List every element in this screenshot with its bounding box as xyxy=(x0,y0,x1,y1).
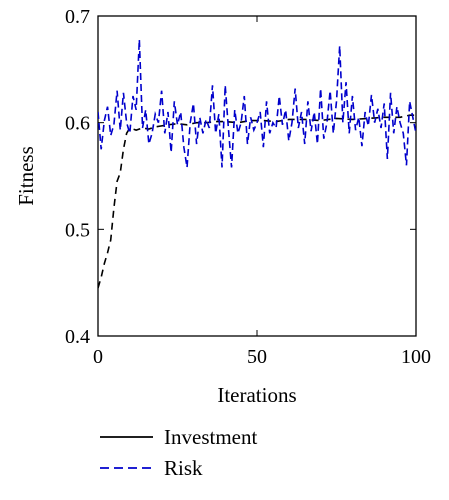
y-tick-label: 0.4 xyxy=(65,326,90,348)
legend-label-investment: Investment xyxy=(164,425,257,449)
x-tick-label: 100 xyxy=(401,346,431,368)
y-axis-label: Fitness xyxy=(14,146,38,206)
y-tick-label: 0.6 xyxy=(65,113,90,135)
x-axis-label: Iterations xyxy=(217,383,296,407)
x-tick-label: 0 xyxy=(93,346,103,368)
plot-frame xyxy=(97,15,417,337)
y-tick-label: 0.5 xyxy=(65,219,90,241)
y-tick-label: 0.7 xyxy=(65,6,90,28)
legend-label-risk: Risk xyxy=(164,456,203,480)
series-line-risk xyxy=(98,39,416,168)
series-line-investment xyxy=(98,114,416,289)
x-tick-label: 50 xyxy=(247,346,267,368)
